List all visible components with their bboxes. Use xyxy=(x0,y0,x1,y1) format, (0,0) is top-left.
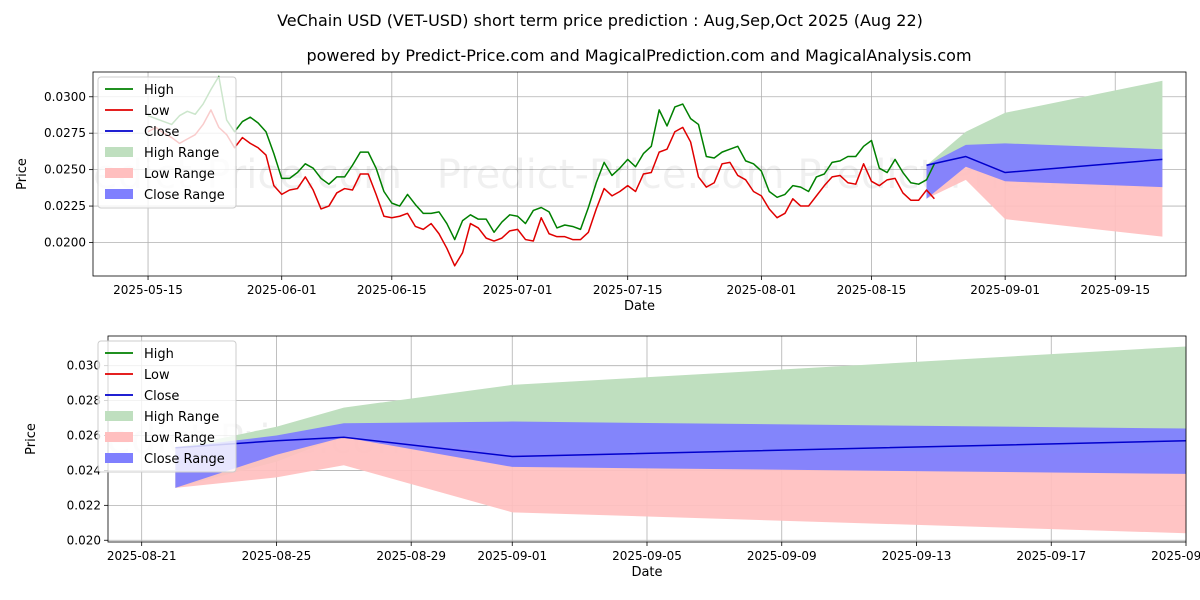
x-tick-label: 2025-09-01 xyxy=(970,283,1040,297)
y-tick-label: 0.0200 xyxy=(44,235,86,249)
x-tick-label: 2025-09-01 xyxy=(477,549,547,563)
legend: High Low Close High Range Low Range Close Ran… xyxy=(97,340,237,473)
y-axis-label: Price xyxy=(15,158,30,190)
x-tick-label: 2025-06-01 xyxy=(247,283,317,297)
x-tick-label: 2025-09-15 xyxy=(1080,283,1150,297)
x-tick-label: 2025-07-15 xyxy=(593,283,663,297)
x-tick-label: 2025-09-21 xyxy=(1151,549,1200,563)
close-range-band xyxy=(926,143,1163,199)
y-tick-label: 0.030 xyxy=(67,359,101,373)
plot-area xyxy=(147,75,1163,267)
legend-label-high-range: High Range xyxy=(144,146,219,161)
axes-frame xyxy=(92,71,1187,277)
close-forecast-line xyxy=(175,436,1186,458)
legend-swatch-high-range xyxy=(105,411,133,421)
legend: High Low Close High Range Low Range Close Ran… xyxy=(97,76,237,209)
legend-swatch-close-range xyxy=(105,453,133,463)
x-axis-label: Date xyxy=(631,565,662,580)
x-tick-label: 2025-05-15 xyxy=(113,283,183,297)
chart-title: VeChain USD (VET-USD) short term price p… xyxy=(277,11,923,30)
y-tick-label: 0.028 xyxy=(67,394,101,408)
x-tick-label: 2025-08-21 xyxy=(107,549,177,563)
legend-label-high-range: High Range xyxy=(144,410,219,425)
x-tick-label: 2025-08-25 xyxy=(242,549,312,563)
legend-label-high: High xyxy=(144,347,174,362)
y-tick-label: 0.026 xyxy=(67,429,101,443)
y-tick-label: 0.0250 xyxy=(44,163,86,177)
ticks: 2025-08-21 2025-08-25 2025-08-29 2025-09-01… xyxy=(67,359,1200,563)
x-tick-label: 2025-09-17 xyxy=(1016,549,1086,563)
legend-label-close: Close xyxy=(144,125,179,140)
y-tick-label: 0.0225 xyxy=(44,199,86,213)
watermark: Predict-Price.com xyxy=(437,152,785,198)
legend-label-close-range: Close Range xyxy=(144,452,225,467)
y-tick-label: 0.0300 xyxy=(44,90,86,104)
chart-subtitle: powered by Predict-Price.com and Magical… xyxy=(306,46,971,65)
high-series-line xyxy=(147,75,936,241)
y-tick-label: 0.020 xyxy=(67,533,101,547)
low-series-line xyxy=(147,109,935,267)
x-tick-label: 2025-09-05 xyxy=(612,549,682,563)
bottom-panel: Predict-Price.comPredict-Price.comPredic… xyxy=(24,335,1200,580)
y-tick-label: 0.024 xyxy=(67,463,101,477)
legend-swatch-low-range xyxy=(105,432,133,442)
x-axis-label: Date xyxy=(624,299,655,314)
legend-label-low-range: Low Range xyxy=(144,167,215,182)
legend-label-close-range: Close Range xyxy=(144,188,225,203)
ticks: 2025-05-15 2025-06-01 2025-06-15 2025-07-01… xyxy=(44,90,1150,297)
legend-label-low-range: Low Range xyxy=(144,431,215,446)
x-tick-label: 2025-06-15 xyxy=(357,283,427,297)
legend-swatch-close-range xyxy=(105,189,133,199)
legend-label-low: Low xyxy=(144,368,170,383)
legend-swatch-low-range xyxy=(105,168,133,178)
legend-label-high: High xyxy=(144,83,174,98)
x-tick-label: 2025-08-01 xyxy=(727,283,797,297)
legend-label-close: Close xyxy=(144,389,179,404)
legend-swatch-high-range xyxy=(105,147,133,157)
y-axis-label: Price xyxy=(24,423,39,455)
y-tick-label: 0.022 xyxy=(67,498,101,512)
y-tick-label: 0.0275 xyxy=(44,126,86,140)
x-tick-label: 2025-09-09 xyxy=(747,549,817,563)
close-forecast-line xyxy=(926,155,1163,174)
legend-label-low: Low xyxy=(144,104,170,119)
x-tick-label: 2025-09-13 xyxy=(882,549,952,563)
plot-area xyxy=(175,346,1186,534)
x-tick-label: 2025-07-01 xyxy=(483,283,553,297)
close-range-band xyxy=(175,421,1186,488)
x-tick-label: 2025-08-29 xyxy=(376,549,446,563)
x-tick-label: 2025-08-15 xyxy=(837,283,907,297)
top-panel: Predict-Price.comPredict-Price.comPredic… xyxy=(15,71,1187,314)
